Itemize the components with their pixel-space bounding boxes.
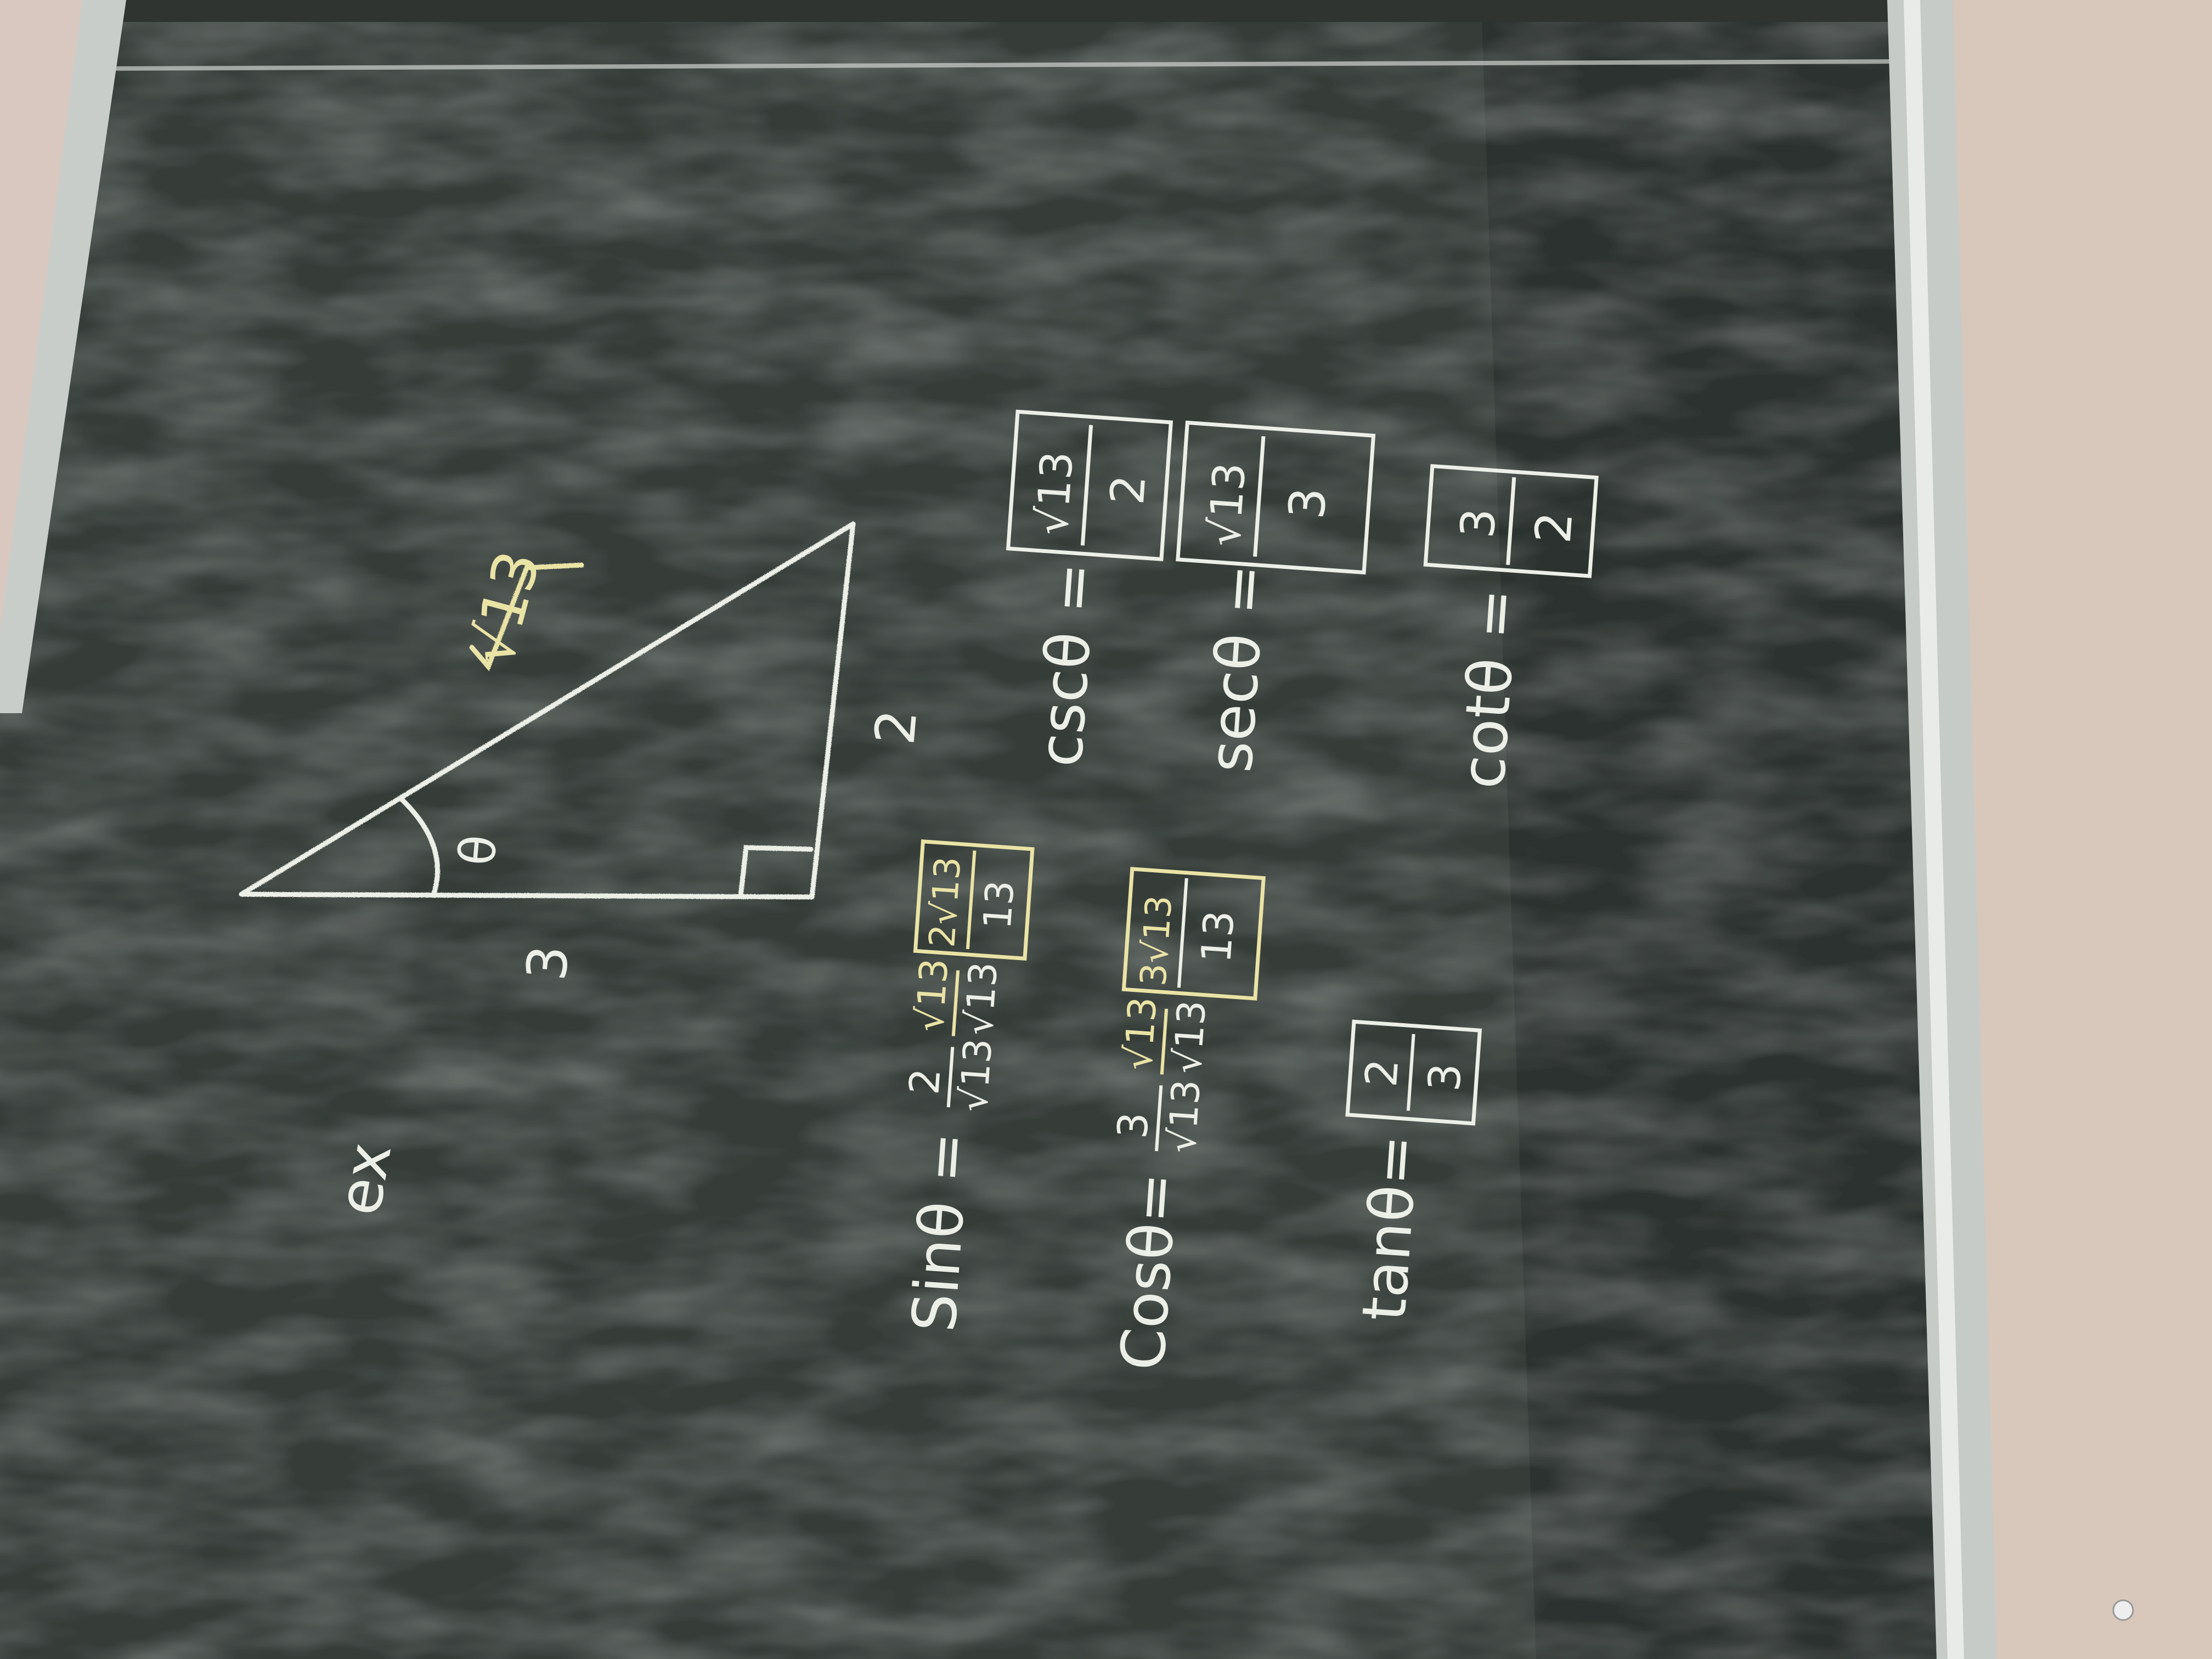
adjacent-label: 3 bbox=[514, 943, 581, 984]
opposite-label: 2 bbox=[862, 707, 929, 748]
tan-row: tanθ= 2 3 bbox=[1345, 1019, 1482, 1323]
cot-answer-den: 2 bbox=[1525, 510, 1584, 545]
csc-answer-den: 2 bbox=[1101, 473, 1157, 506]
sec-answer-num: √13 bbox=[1199, 461, 1255, 548]
sin-bar1 bbox=[946, 1047, 955, 1108]
top-frame bbox=[93, 0, 1904, 22]
right-frame-edge bbox=[1904, 0, 1964, 1659]
cos-answer-bar bbox=[1177, 878, 1188, 988]
sec-answer-bar bbox=[1253, 436, 1266, 557]
csc-answer-bar bbox=[1080, 425, 1093, 546]
sin-answer-bar bbox=[966, 850, 977, 950]
sin-answer-box bbox=[913, 839, 1035, 961]
sec-answer-den: 3 bbox=[1278, 486, 1338, 521]
sin-bar2 bbox=[951, 970, 960, 1036]
cos-bar2 bbox=[1160, 1008, 1169, 1075]
cos-row: Cosθ= 3 √13 √13 √13 3√13 13 bbox=[1107, 867, 1266, 1373]
right-triangle bbox=[239, 521, 856, 900]
tan-answer-num: 2 bbox=[1356, 1057, 1408, 1088]
cot-answer-num: 3 bbox=[1451, 506, 1507, 540]
sin-den2: √13 bbox=[956, 961, 1006, 1037]
sin-answer-num: 2√13 bbox=[922, 855, 969, 949]
example-label: ex bbox=[324, 1137, 405, 1220]
sin-lhs: Sinθ = bbox=[899, 1130, 983, 1334]
sec-answer-box bbox=[1176, 420, 1376, 575]
sin-den1: √13 bbox=[951, 1037, 1001, 1113]
cos-answer-num: 3√13 bbox=[1133, 894, 1180, 987]
cot-answer-box bbox=[1423, 464, 1599, 578]
hypotenuse-line bbox=[239, 521, 856, 897]
cos-answer-box bbox=[1121, 867, 1266, 1001]
top-rail bbox=[109, 59, 1893, 71]
eraser-smudges bbox=[0, 0, 1953, 1659]
angle-arc bbox=[398, 795, 440, 898]
cot-row: cotθ = 3 2 bbox=[1423, 464, 1599, 791]
csc-answer-num: √13 bbox=[1026, 450, 1083, 537]
sec-lhs: secθ = bbox=[1195, 562, 1279, 775]
tan-answer-box bbox=[1345, 1019, 1482, 1126]
cos-num2: √13 bbox=[1115, 995, 1165, 1071]
cos-answer-den: 13 bbox=[1192, 909, 1243, 964]
cos-den2: √13 bbox=[1165, 999, 1215, 1075]
sin-row: Sinθ = 2 √13 √13 √13 2√13 13 bbox=[899, 839, 1035, 1334]
angle-label: θ bbox=[448, 833, 508, 868]
csc-lhs: cscθ = bbox=[1025, 560, 1109, 769]
cot-answer-bar bbox=[1506, 477, 1516, 565]
cos-lhs: Cosθ= bbox=[1107, 1170, 1191, 1373]
cot-lhs: cotθ = bbox=[1447, 586, 1531, 791]
sqrt-sign-hyp bbox=[469, 562, 584, 672]
right-angle-mark bbox=[738, 845, 814, 899]
adjacent-line bbox=[239, 891, 815, 900]
csc-answer-box bbox=[1006, 409, 1173, 562]
tan-answer-den: 3 bbox=[1419, 1062, 1471, 1093]
wall bbox=[1953, 0, 2212, 1659]
opposite-line bbox=[809, 521, 856, 900]
left-frame bbox=[0, 0, 126, 713]
cos-bar1 bbox=[1155, 1085, 1163, 1152]
sec-row: secθ = √13 3 bbox=[1176, 420, 1376, 775]
tan-lhs: tanθ= bbox=[1348, 1132, 1431, 1323]
cos-den1: √13 bbox=[1159, 1078, 1209, 1154]
csc-row: cscθ = √13 2 bbox=[1006, 409, 1173, 769]
sin-answer-den: 13 bbox=[975, 879, 1023, 931]
tan-answer-bar bbox=[1406, 1034, 1415, 1111]
sin-num1: 2 bbox=[900, 1066, 950, 1096]
sin-num2: √13 bbox=[907, 957, 957, 1033]
screw bbox=[2112, 1599, 2134, 1621]
cos-num1: 3 bbox=[1108, 1110, 1158, 1140]
